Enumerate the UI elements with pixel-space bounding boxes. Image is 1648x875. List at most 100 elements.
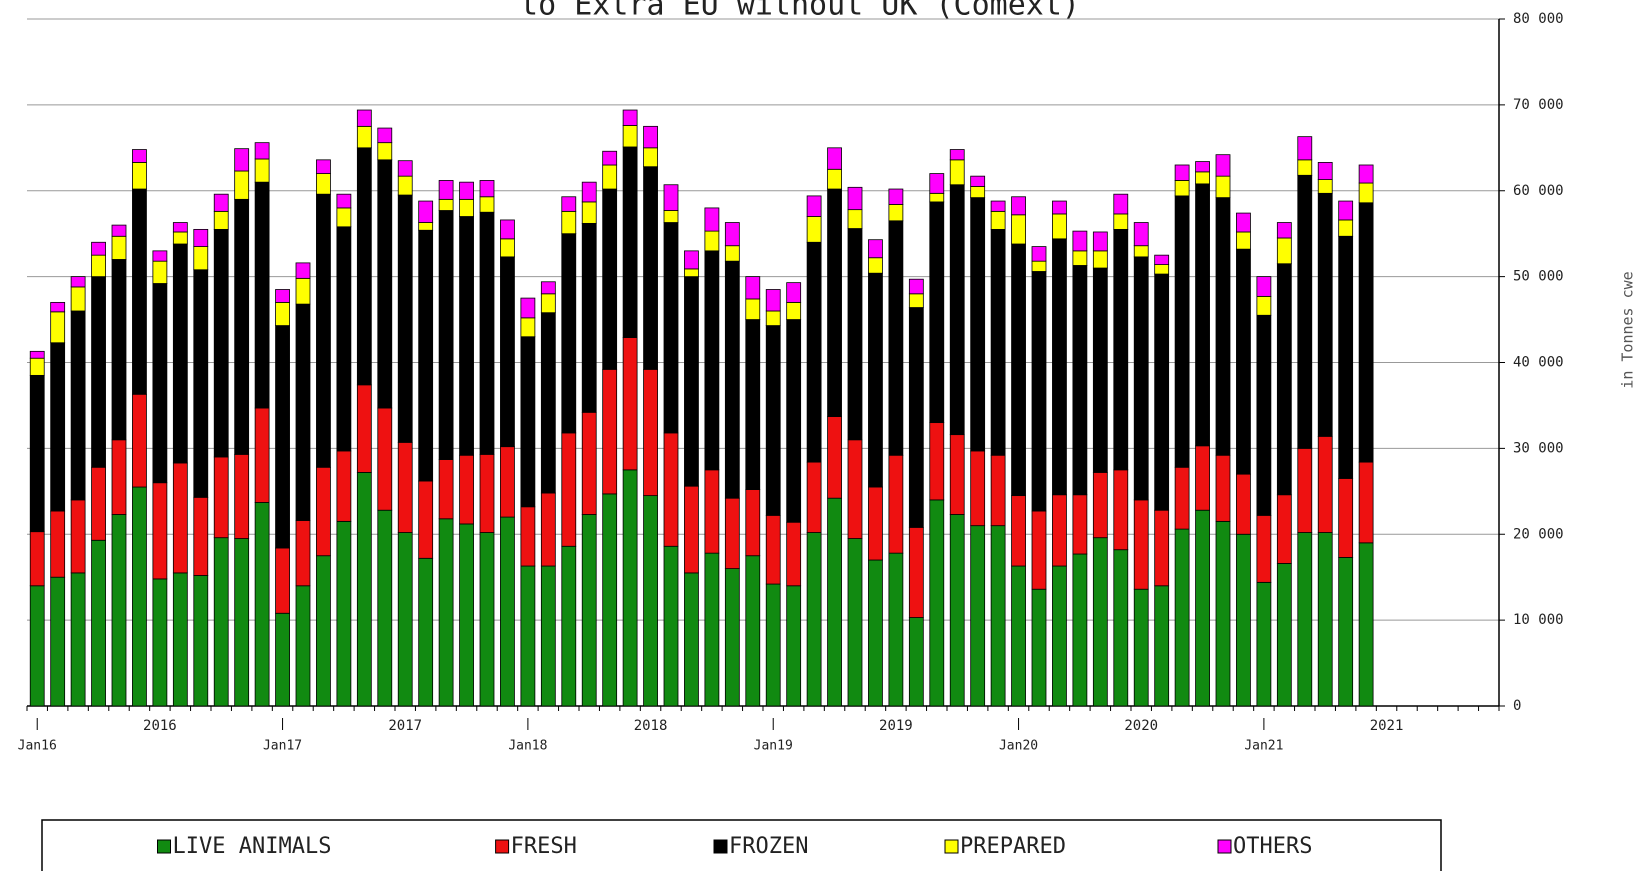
bar-segment <box>459 198 474 217</box>
bar-segment <box>602 493 618 707</box>
bar-segment <box>970 197 986 452</box>
bar-segment <box>602 368 618 495</box>
bar-segment <box>990 210 1006 230</box>
bar-segment <box>643 495 658 707</box>
bar-segment <box>1317 192 1333 437</box>
bar-segment <box>50 510 66 578</box>
bar-segment <box>50 301 66 313</box>
bar-segment <box>316 555 331 707</box>
bar-segment <box>908 526 924 618</box>
bar-segment <box>990 525 1006 707</box>
bar-segment <box>643 147 658 168</box>
bar-segment <box>949 514 965 707</box>
bar-segment <box>1276 222 1292 239</box>
bar-segment <box>1297 447 1313 533</box>
bar-segment <box>70 310 86 501</box>
x-tick-label: Jan18 <box>508 739 547 754</box>
bar-segment <box>929 499 945 707</box>
bar-segment <box>520 565 536 707</box>
bar-segment <box>847 209 863 229</box>
legend-swatch <box>495 839 510 854</box>
bar-segment <box>868 559 883 707</box>
bar-segment <box>70 286 86 312</box>
bar-segment <box>1195 161 1210 173</box>
bar-segment <box>295 277 311 305</box>
bar-segment <box>500 256 515 448</box>
bar-segment <box>1317 532 1333 707</box>
bar-segment <box>520 297 536 319</box>
bar-segment <box>724 497 740 569</box>
legend-swatch <box>157 839 171 854</box>
bar-segment <box>1195 183 1210 447</box>
bar-segment <box>663 432 679 547</box>
bar-segment <box>234 538 250 707</box>
bar-segment <box>479 532 495 707</box>
bar-segment <box>970 450 986 527</box>
bar-segment <box>111 259 127 441</box>
bar-segment <box>500 238 515 258</box>
bar-segment <box>316 173 331 195</box>
bar-segment <box>1092 250 1108 269</box>
bar-segment <box>111 224 127 237</box>
bar-segment <box>356 125 372 149</box>
bar-segment <box>1256 581 1272 707</box>
x-year-label: 2016 <box>143 718 177 734</box>
bar-segment <box>888 204 904 222</box>
bar-segment <box>1297 532 1313 707</box>
bar-segment <box>254 502 270 707</box>
bar-segment <box>622 337 638 471</box>
bar-segment <box>377 142 393 161</box>
bar-segment <box>1236 231 1251 250</box>
bar-segment <box>1011 243 1026 497</box>
bar-segment <box>316 159 331 174</box>
bar-segment <box>581 181 597 203</box>
bar-segment <box>663 222 679 434</box>
bar-segment <box>1297 159 1313 176</box>
bar-segment <box>459 454 474 525</box>
bar-segment <box>418 229 434 482</box>
x-tick-label: Jan19 <box>754 739 793 754</box>
bar-segment <box>397 194 413 443</box>
bar-segment <box>172 222 188 233</box>
bar-segment <box>949 184 965 436</box>
bar-segment <box>540 281 556 295</box>
y-tick-label: 50 000 <box>1513 269 1564 285</box>
bar-segment <box>500 446 515 518</box>
bar-segment <box>1215 197 1231 456</box>
bar-segment <box>438 198 454 211</box>
bar-segment <box>908 617 924 707</box>
bar-segment <box>561 545 577 707</box>
bar-segment <box>684 276 699 487</box>
bar-segment <box>1154 264 1170 275</box>
bar-segment <box>193 269 209 498</box>
bar-segment <box>479 180 495 198</box>
bar-segment <box>50 576 66 707</box>
bar-segment <box>1236 533 1251 707</box>
bar-segment <box>888 188 904 205</box>
bar-segment <box>152 482 168 580</box>
bar-segment <box>745 298 761 320</box>
bar-segment <box>70 572 86 707</box>
bar-segment <box>704 250 720 471</box>
bar-segment <box>847 228 863 441</box>
bar-segment <box>1133 222 1149 247</box>
bar-segment <box>295 262 311 279</box>
bar-segment <box>868 272 883 488</box>
bar-segment <box>1154 509 1170 587</box>
bar-segment <box>929 192 945 203</box>
bar-segment <box>1236 248 1251 475</box>
bar-segment <box>581 201 597 224</box>
bar-segment <box>152 578 168 707</box>
bar-segment <box>949 149 965 161</box>
bar-segment <box>520 336 536 508</box>
bar-segment <box>193 228 209 247</box>
x-year-label: 2018 <box>634 718 668 734</box>
bar-segment <box>765 289 781 312</box>
bar-segment <box>765 325 781 516</box>
bar-segment <box>704 207 720 232</box>
bar-segment <box>622 469 638 707</box>
bar-segment <box>1256 295 1272 316</box>
bar-segment <box>132 393 147 488</box>
bar-segment <box>1276 237 1292 265</box>
bar-segment <box>336 207 352 228</box>
